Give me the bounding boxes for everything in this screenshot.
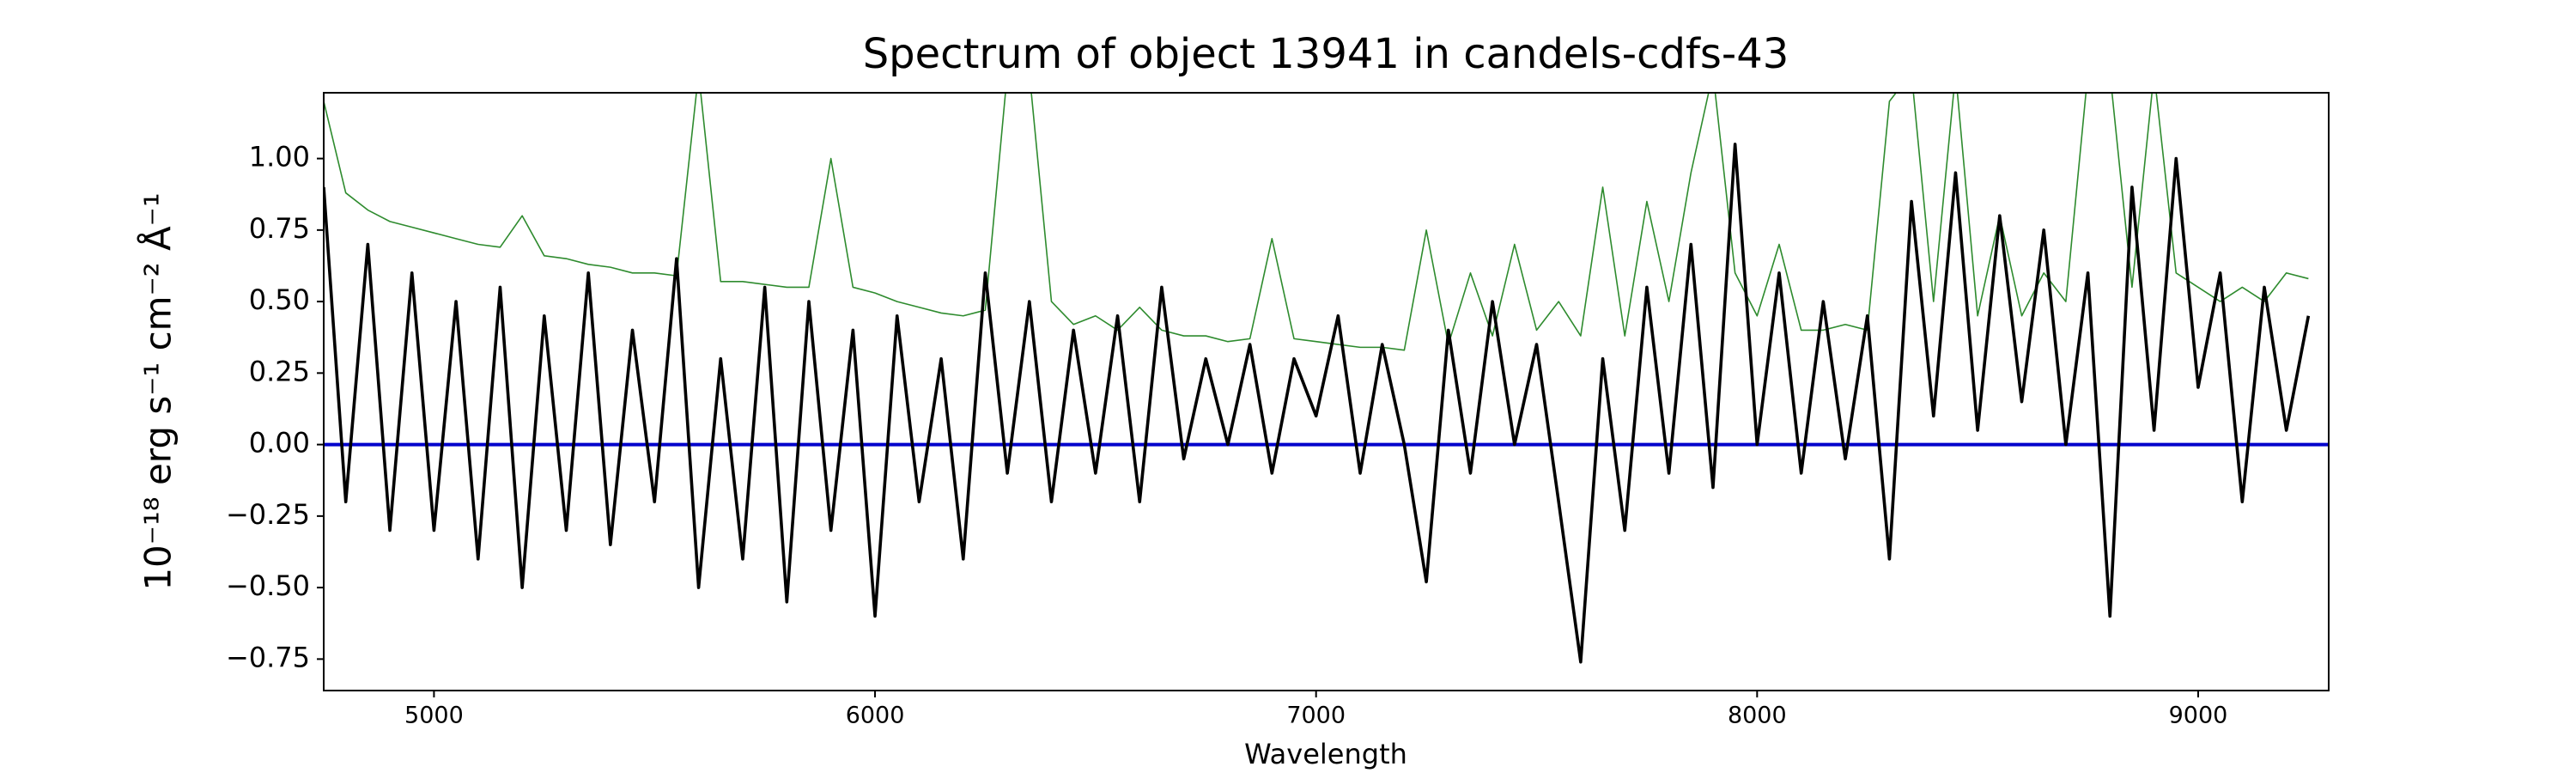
y-tick-label: 0.00 <box>249 427 310 460</box>
y-axis-label: 10⁻¹⁸ erg s⁻¹ cm⁻² Å⁻¹ <box>137 192 179 590</box>
plot-area <box>324 93 2329 664</box>
x-tick-label: 6000 <box>846 703 905 729</box>
x-axis-label: Wavelength <box>1244 738 1407 770</box>
x-tick-label: 9000 <box>2169 703 2228 729</box>
y-tick-label: 0.25 <box>249 355 310 387</box>
y-tick-label: −0.75 <box>226 641 310 673</box>
x-tick-label: 5000 <box>404 703 464 729</box>
x-tick-label: 8000 <box>1728 703 1787 729</box>
series-line <box>324 93 2309 351</box>
y-tick-label: −0.25 <box>226 498 310 531</box>
axes-frame <box>323 92 2330 691</box>
y-tick-label: 1.00 <box>249 141 310 173</box>
y-tick-label: 0.75 <box>249 212 310 245</box>
y-tick-label: −0.50 <box>226 569 310 602</box>
series-line <box>324 143 2311 664</box>
x-tick-label: 7000 <box>1286 703 1346 729</box>
y-tick-label: 0.50 <box>249 283 310 316</box>
chart-title: Spectrum of object 13941 in candels-cdfs… <box>863 30 1789 78</box>
